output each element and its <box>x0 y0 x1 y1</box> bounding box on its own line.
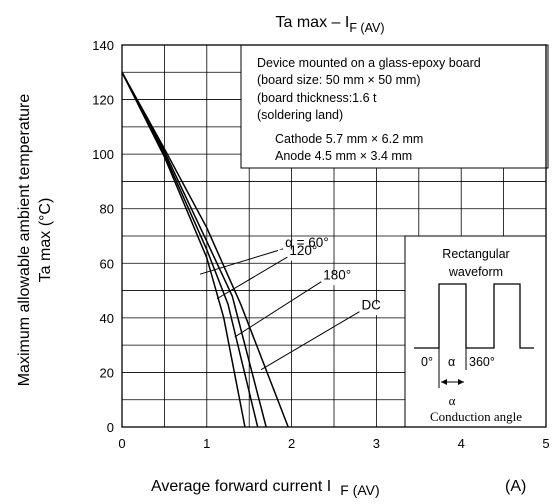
series-leader-line <box>234 281 322 338</box>
series-label: 120° <box>289 243 317 258</box>
chart-title-main: Ta max – I <box>276 14 350 31</box>
x-tick-label: 1 <box>203 436 210 451</box>
x-tick-label: 0 <box>118 436 125 451</box>
x-tick-label: 5 <box>542 436 549 451</box>
plot-frame <box>121 44 547 428</box>
series-line <box>121 71 267 428</box>
mounting-note-line-6: Anode 4.5 mm × 3.4 mm <box>275 149 412 163</box>
series-leader-line <box>216 256 288 300</box>
waveform-inset-box <box>404 235 547 428</box>
tick-labels: 0 1 2 3 4 5 0 20 40 60 80 100 120 140 <box>92 38 549 451</box>
x-axis-label: Average forward current I F (AV) <box>151 478 380 498</box>
y-tick-label: 60 <box>100 256 114 271</box>
y-tick-label: 0 <box>107 420 114 435</box>
series-leader-line <box>260 311 360 371</box>
waveform-title-line-2: waveform <box>448 265 503 279</box>
chart-title-subscript: F (AV) <box>349 21 384 35</box>
waveform-label-alpha: α <box>448 355 455 369</box>
conduction-arrowhead-right <box>458 379 464 385</box>
series-label: α = 60° <box>285 235 329 250</box>
series-curves <box>121 71 289 428</box>
y-axis-label-line-2: Ta max (°C) <box>37 198 54 283</box>
series-leader-line <box>199 248 284 275</box>
y-tick-label: 140 <box>92 38 114 53</box>
mounting-note-line-5: Cathode 5.7 mm × 6.2 mm <box>275 132 423 146</box>
mounting-note-line-1: Device mounted on a glass-epoxy board <box>257 56 481 70</box>
x-tick-label: 3 <box>373 436 380 451</box>
series-label-bg <box>278 238 290 253</box>
mounting-note-line-4: (soldering land) <box>257 108 343 122</box>
series-label-bg <box>315 274 368 286</box>
y-tick-label: 40 <box>100 311 114 326</box>
conduction-angle-label: Conduction angle <box>430 409 522 424</box>
mounting-note-line-3: (board thickness:1.6 t <box>257 91 377 105</box>
series-label-bg <box>278 249 328 261</box>
series-line <box>121 71 259 428</box>
series-label: 180° <box>323 268 351 283</box>
y-tick-label: 80 <box>100 202 114 217</box>
x-axis-label-main: Average forward current I <box>151 478 331 495</box>
conduction-alpha: α <box>449 393 456 408</box>
x-axis-unit: (A) <box>505 478 526 495</box>
series-label-bg <box>350 304 390 316</box>
chart-title: Ta max – IF (AV) <box>276 14 385 35</box>
mounting-note-line-2: (board size: 50 mm × 50 mm) <box>257 73 421 87</box>
conduction-arrowhead-left <box>441 379 447 385</box>
series-labels: α = 60°120° 180° DC <box>199 235 390 371</box>
series-line <box>121 71 289 428</box>
rectangular-waveform <box>414 283 534 349</box>
waveform-label-0: 0° <box>421 355 433 369</box>
y-tick-label: 120 <box>92 93 114 108</box>
waveform-title-line-1: Rectangular <box>442 247 509 261</box>
x-tick-label: 4 <box>458 436 465 451</box>
x-axis-label-subscript: F (AV) <box>340 482 379 498</box>
y-tick-label: 100 <box>92 147 114 162</box>
series-label: DC <box>361 298 381 313</box>
x-tick-label: 2 <box>288 436 295 451</box>
series-line <box>121 71 246 428</box>
y-axis-label-line-1: Maximum allowable ambient temperature <box>16 94 33 387</box>
waveform-label-360: 360° <box>469 355 495 369</box>
y-tick-label: 20 <box>100 365 114 380</box>
mounting-note-box <box>240 44 549 169</box>
